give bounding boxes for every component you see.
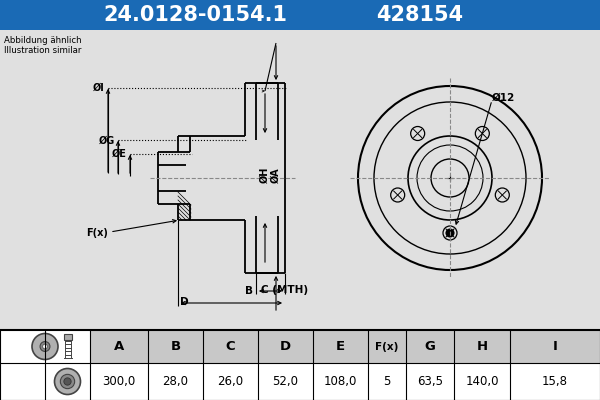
- Text: ØG: ØG: [99, 136, 115, 146]
- Text: 140,0: 140,0: [465, 375, 499, 388]
- Text: ØE: ØE: [112, 149, 127, 159]
- Text: F(x): F(x): [376, 342, 398, 352]
- Text: 300,0: 300,0: [103, 375, 136, 388]
- FancyBboxPatch shape: [90, 330, 600, 363]
- Text: C: C: [226, 340, 235, 353]
- FancyBboxPatch shape: [64, 334, 71, 340]
- Text: I: I: [553, 340, 557, 353]
- Text: ØI: ØI: [93, 83, 105, 93]
- Text: 5: 5: [383, 375, 391, 388]
- Text: A: A: [114, 340, 124, 353]
- Text: ØA: ØA: [271, 167, 281, 183]
- Text: 428154: 428154: [376, 5, 464, 25]
- Text: F(x): F(x): [86, 228, 108, 238]
- Text: 63,5: 63,5: [417, 375, 443, 388]
- Circle shape: [32, 334, 58, 360]
- Text: 26,0: 26,0: [217, 375, 244, 388]
- Text: B: B: [170, 340, 181, 353]
- Circle shape: [43, 344, 47, 349]
- Text: 108,0: 108,0: [324, 375, 357, 388]
- FancyBboxPatch shape: [0, 0, 600, 30]
- FancyBboxPatch shape: [0, 330, 600, 400]
- Text: G: G: [425, 340, 436, 353]
- Circle shape: [40, 342, 50, 352]
- Text: E: E: [336, 340, 345, 353]
- Text: 28,0: 28,0: [163, 375, 188, 388]
- Text: B: B: [245, 286, 253, 296]
- Text: 15,8: 15,8: [542, 375, 568, 388]
- Text: D: D: [280, 340, 291, 353]
- Text: C (MTH): C (MTH): [261, 285, 308, 295]
- Circle shape: [61, 374, 74, 389]
- Text: H: H: [476, 340, 488, 353]
- Circle shape: [64, 378, 71, 385]
- Text: D: D: [180, 297, 188, 307]
- Text: ØH: ØH: [260, 167, 270, 183]
- Text: Ø12: Ø12: [492, 93, 515, 103]
- Circle shape: [446, 229, 454, 237]
- Text: 24.0128-0154.1: 24.0128-0154.1: [103, 5, 287, 25]
- Circle shape: [55, 368, 80, 394]
- Text: Illustration similar: Illustration similar: [4, 46, 82, 55]
- Text: Abbildung ähnlich: Abbildung ähnlich: [4, 36, 82, 45]
- Text: 52,0: 52,0: [272, 375, 299, 388]
